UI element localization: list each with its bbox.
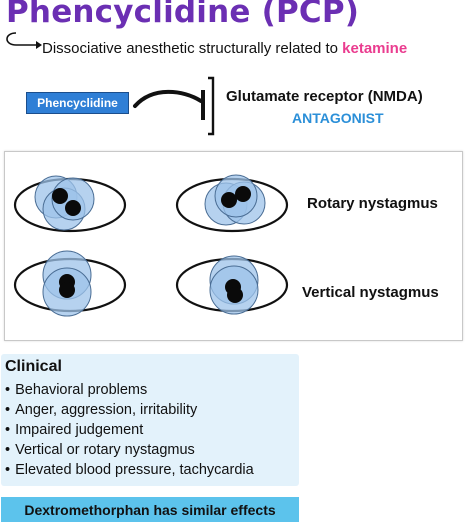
rotary-nystagmus-label: Rotary nystagmus [307, 195, 438, 212]
eyes-diagram [5, 152, 464, 342]
subtitle: Dissociative anesthetic structurally rel… [42, 40, 407, 57]
ketamine-keyword: ketamine [342, 40, 407, 57]
subtitle-text: Dissociative anesthetic structurally rel… [42, 40, 342, 57]
dextromethorphan-note: Dextromethorphan has similar effects [1, 497, 299, 522]
list-item: Anger, aggression, irritability [5, 400, 254, 420]
rotary-eye-right [177, 175, 287, 231]
drug-label: Phencyclidine [37, 96, 118, 110]
receptor-label: Glutamate receptor (NMDA) [226, 88, 423, 105]
list-item: Elevated blood pressure, tachycardia [5, 460, 254, 480]
page-title: Phencyclidine (PCP) [6, 0, 359, 30]
antagonist-label: ANTAGONIST [292, 110, 384, 126]
inhibition-arrow-icon [128, 76, 223, 136]
vertical-eye-left [15, 251, 125, 316]
drug-box: Phencyclidine [26, 92, 129, 114]
clinical-list: Behavioral problems Anger, aggression, i… [5, 380, 254, 480]
rotary-eye-left [15, 176, 125, 231]
nystagmus-panel: Rotary nystagmus Vertical nystagmus [4, 151, 463, 341]
vertical-nystagmus-label: Vertical nystagmus [302, 284, 439, 301]
clinical-heading: Clinical [5, 358, 62, 376]
curved-arrow-icon [2, 30, 46, 52]
list-item: Behavioral problems [5, 380, 254, 400]
list-item: Vertical or rotary nystagmus [5, 440, 254, 460]
note-text: Dextromethorphan has similar effects [24, 502, 275, 518]
clinical-box: Clinical Behavioral problems Anger, aggr… [1, 354, 299, 486]
vertical-eye-right [177, 256, 287, 314]
list-item: Impaired judgement [5, 420, 254, 440]
